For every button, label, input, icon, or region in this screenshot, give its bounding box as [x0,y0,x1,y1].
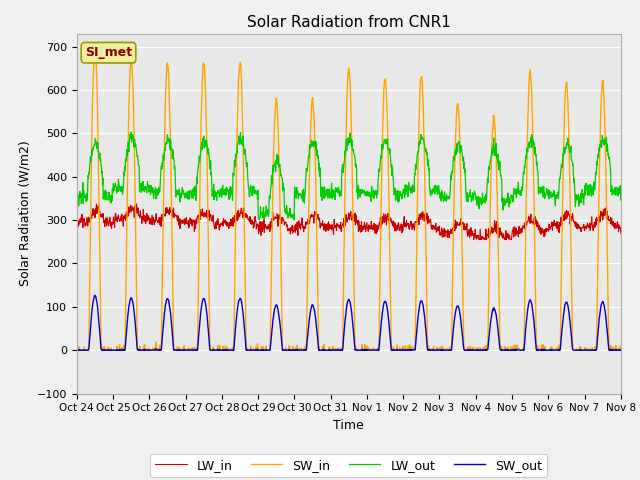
LW_in [617,230,625,236]
SW_out [91,292,99,298]
LW_out [617,197,625,203]
LW_out [434,190,442,196]
Y-axis label: Solar Radiation (W/m2): Solar Radiation (W/m2) [18,141,31,287]
LW_in [181,216,189,222]
Line: LW_out: LW_out [77,132,621,220]
SW_in [195,279,202,285]
LW_out [195,165,202,171]
LW_out [553,192,561,198]
SW_out [195,335,202,341]
SW_in [553,345,561,351]
SW_out [182,347,189,353]
LW_out [291,217,298,223]
SW_out [434,347,442,353]
LW_in [553,219,561,225]
SW_in [91,43,99,48]
SW_out [74,348,81,353]
SW_in [74,348,81,353]
SW_in [505,347,513,353]
Line: SW_in: SW_in [77,46,621,350]
SW_out [553,347,561,353]
LW_out [505,204,513,210]
Line: LW_in: LW_in [77,204,621,240]
SW_out [505,348,513,353]
LW_out [73,194,81,200]
SW_in [182,346,189,352]
SW_out [617,348,625,353]
LW_in [73,217,81,223]
SW_in [617,348,625,353]
LW_in [434,226,442,231]
LW_in [195,212,202,218]
LW_in [505,236,513,242]
Line: SW_out: SW_out [77,295,621,350]
SW_in [255,347,263,353]
LW_in [255,223,263,228]
SW_out [255,347,263,353]
SW_in [73,346,81,352]
LW_in [475,237,483,242]
Title: Solar Radiation from CNR1: Solar Radiation from CNR1 [247,15,451,30]
Text: SI_met: SI_met [85,46,132,59]
LW_in [132,201,140,207]
SW_in [434,345,442,351]
LW_out [255,216,263,222]
LW_out [127,129,135,135]
X-axis label: Time: Time [333,419,364,432]
Legend: LW_in, SW_in, LW_out, SW_out: LW_in, SW_in, LW_out, SW_out [150,454,547,477]
LW_out [181,195,189,201]
SW_out [73,347,81,353]
